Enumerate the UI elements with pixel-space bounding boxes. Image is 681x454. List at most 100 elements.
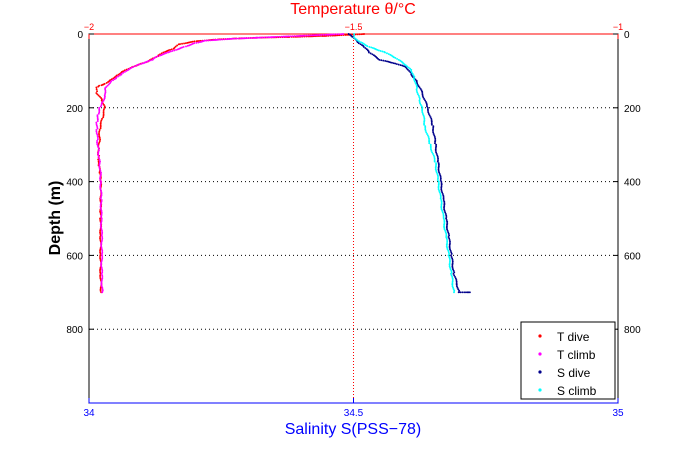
data-point (195, 41, 198, 44)
data-point (313, 34, 315, 37)
data-point (443, 223, 446, 226)
data-point (432, 128, 434, 131)
top-tick-label: −1 (613, 22, 623, 32)
data-point (101, 254, 103, 257)
y-tick-label-left: 800 (66, 325, 83, 336)
data-point (437, 169, 440, 172)
data-point (99, 272, 102, 275)
data-point (99, 122, 102, 125)
data-point (397, 63, 400, 66)
data-point (418, 86, 421, 89)
data-point (392, 56, 395, 59)
data-point (219, 38, 222, 41)
y-tick-label-right: 800 (624, 325, 641, 336)
data-point (432, 154, 435, 157)
data-point (424, 128, 427, 131)
data-point (452, 288, 455, 291)
data-point (450, 271, 453, 274)
data-point (437, 163, 440, 166)
data-point (102, 114, 105, 117)
data-point (448, 257, 451, 260)
legend-label: T climb (557, 348, 596, 362)
data-point (99, 248, 102, 251)
data-point (326, 33, 329, 36)
data-point (100, 265, 103, 268)
data-point (100, 216, 102, 218)
data-point (434, 139, 437, 142)
data-point (419, 87, 422, 90)
data-point (132, 66, 135, 68)
data-point (353, 34, 355, 37)
data-point (247, 37, 250, 40)
data-point (439, 179, 442, 182)
data-point (100, 209, 103, 212)
data-point (394, 62, 397, 65)
data-point (446, 229, 449, 232)
data-point (445, 219, 448, 221)
data-point (353, 36, 355, 39)
data-point (95, 123, 98, 125)
data-point (100, 280, 103, 283)
data-point (97, 151, 100, 154)
data-point (368, 45, 371, 48)
data-point (98, 135, 101, 138)
data-point (443, 226, 446, 229)
data-point (99, 257, 102, 260)
data-point (442, 196, 445, 198)
data-point (99, 259, 102, 261)
data-point (100, 173, 102, 176)
data-point (99, 206, 102, 209)
data-point (151, 58, 154, 61)
data-point (261, 36, 264, 39)
data-point (370, 46, 373, 49)
data-point (364, 47, 367, 49)
data-point (283, 35, 286, 38)
data-point (458, 289, 461, 292)
data-point (413, 78, 416, 81)
data-point (171, 49, 174, 52)
data-point (433, 159, 436, 162)
data-point (98, 133, 100, 136)
data-point (335, 33, 338, 36)
legend-label: T dive (557, 330, 590, 344)
data-point (405, 67, 408, 70)
data-point (428, 140, 431, 143)
data-point (99, 176, 102, 179)
data-point (99, 199, 102, 201)
data-point (430, 149, 433, 152)
data-point (443, 206, 445, 209)
data-point (421, 95, 424, 97)
data-point (440, 185, 443, 188)
data-point (433, 134, 436, 137)
data-point (426, 134, 429, 137)
data-point (451, 285, 454, 288)
y-tick-label-left: 0 (77, 30, 83, 41)
data-point (432, 131, 435, 134)
data-point (423, 122, 426, 125)
data-point (100, 248, 103, 251)
data-point (447, 254, 450, 257)
data-point (406, 65, 409, 68)
data-point (440, 202, 443, 205)
data-point (445, 245, 448, 248)
data-point (99, 286, 102, 289)
data-point (418, 97, 421, 100)
data-point (100, 219, 103, 221)
data-point (366, 45, 369, 48)
data-series (95, 33, 471, 294)
data-point (440, 182, 443, 185)
data-point (134, 65, 136, 68)
data-point (455, 283, 458, 286)
data-point (101, 274, 104, 277)
data-point (448, 262, 451, 265)
data-point (253, 36, 256, 39)
data-point (97, 94, 100, 97)
data-point (193, 40, 196, 43)
data-point (99, 288, 102, 291)
data-point (450, 252, 453, 255)
data-point (100, 282, 103, 285)
data-point (307, 34, 310, 37)
data-point (100, 263, 103, 266)
data-point (282, 35, 285, 38)
data-point (100, 180, 103, 183)
